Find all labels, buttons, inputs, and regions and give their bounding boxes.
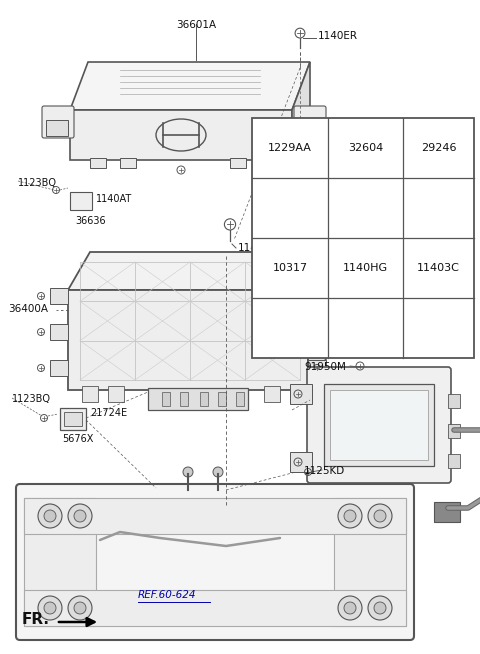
Circle shape bbox=[368, 504, 392, 528]
Bar bbox=[236, 392, 244, 406]
Text: 5676X: 5676X bbox=[62, 434, 94, 444]
Bar bbox=[290, 384, 312, 404]
Bar bbox=[260, 158, 276, 168]
Polygon shape bbox=[70, 110, 292, 160]
Polygon shape bbox=[70, 62, 310, 110]
Text: 21724E: 21724E bbox=[90, 408, 127, 418]
FancyBboxPatch shape bbox=[294, 106, 326, 138]
Bar bbox=[290, 386, 306, 402]
Circle shape bbox=[368, 596, 392, 620]
Text: 1140AT: 1140AT bbox=[96, 194, 132, 204]
FancyBboxPatch shape bbox=[42, 106, 74, 138]
Circle shape bbox=[344, 510, 356, 522]
Bar bbox=[308, 360, 326, 376]
Bar bbox=[82, 386, 98, 402]
Circle shape bbox=[68, 504, 92, 528]
Text: 1123BQ: 1123BQ bbox=[12, 394, 51, 404]
Text: 1140ER: 1140ER bbox=[318, 31, 358, 41]
Bar bbox=[180, 392, 188, 406]
Bar bbox=[120, 158, 136, 168]
Text: 32604: 32604 bbox=[348, 143, 383, 153]
Bar bbox=[70, 192, 92, 210]
Bar bbox=[148, 388, 248, 410]
Circle shape bbox=[374, 602, 386, 614]
Circle shape bbox=[38, 596, 62, 620]
Bar bbox=[64, 412, 82, 426]
FancyBboxPatch shape bbox=[307, 367, 451, 483]
Text: 11403C: 11403C bbox=[417, 263, 460, 273]
Bar bbox=[334, 498, 406, 626]
Bar bbox=[24, 498, 406, 534]
Polygon shape bbox=[308, 252, 330, 390]
Circle shape bbox=[68, 596, 92, 620]
Text: 36636: 36636 bbox=[75, 216, 106, 226]
Text: 1125KD: 1125KD bbox=[304, 466, 345, 476]
Bar bbox=[264, 386, 280, 402]
Text: 1140HH: 1140HH bbox=[238, 243, 280, 253]
Circle shape bbox=[44, 510, 56, 522]
Polygon shape bbox=[68, 252, 330, 290]
Bar bbox=[252, 118, 474, 358]
Circle shape bbox=[183, 467, 193, 477]
Text: 29246: 29246 bbox=[421, 143, 456, 153]
Circle shape bbox=[374, 510, 386, 522]
Text: REF.60-624: REF.60-624 bbox=[138, 590, 196, 600]
Text: 91950M: 91950M bbox=[304, 362, 346, 372]
Circle shape bbox=[74, 602, 86, 614]
Bar bbox=[90, 158, 106, 168]
Text: 36400A: 36400A bbox=[8, 304, 48, 314]
Bar bbox=[50, 324, 68, 340]
Text: 10317: 10317 bbox=[273, 263, 308, 273]
Circle shape bbox=[38, 504, 62, 528]
Bar bbox=[448, 454, 460, 468]
Circle shape bbox=[338, 504, 362, 528]
Circle shape bbox=[344, 602, 356, 614]
Polygon shape bbox=[292, 62, 310, 160]
Bar bbox=[108, 386, 124, 402]
Bar bbox=[24, 498, 96, 626]
Circle shape bbox=[74, 510, 86, 522]
Bar bbox=[308, 288, 326, 304]
Bar bbox=[290, 452, 312, 472]
Bar bbox=[218, 392, 226, 406]
Bar bbox=[324, 384, 434, 466]
FancyBboxPatch shape bbox=[16, 484, 414, 640]
Bar bbox=[50, 360, 68, 376]
Text: 1123BQ: 1123BQ bbox=[18, 178, 57, 188]
Text: 36601A: 36601A bbox=[176, 20, 216, 30]
Circle shape bbox=[338, 596, 362, 620]
Text: 1140HG: 1140HG bbox=[343, 263, 388, 273]
Circle shape bbox=[44, 602, 56, 614]
Bar bbox=[230, 158, 246, 168]
Bar bbox=[50, 288, 68, 304]
Text: FR.: FR. bbox=[22, 613, 50, 627]
Bar bbox=[308, 324, 326, 340]
Bar bbox=[46, 120, 68, 136]
Bar bbox=[448, 394, 460, 408]
Bar bbox=[162, 392, 170, 406]
Bar bbox=[434, 502, 460, 522]
Bar bbox=[200, 392, 208, 406]
Circle shape bbox=[213, 467, 223, 477]
Polygon shape bbox=[68, 290, 308, 390]
Text: 1229AA: 1229AA bbox=[268, 143, 312, 153]
Bar bbox=[60, 408, 86, 430]
Bar bbox=[24, 590, 406, 626]
Bar bbox=[448, 424, 460, 438]
Bar bbox=[330, 390, 428, 460]
